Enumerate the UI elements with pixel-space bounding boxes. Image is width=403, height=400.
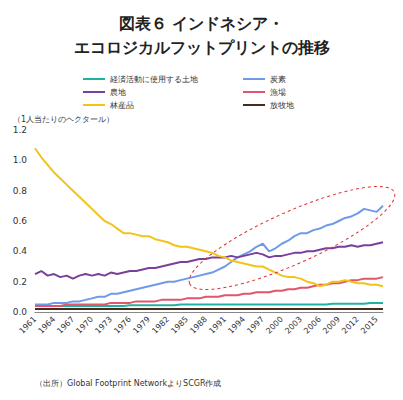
svg-text:2003: 2003 (283, 315, 304, 336)
svg-text:炭素: 炭素 (270, 75, 286, 84)
svg-text:漁場: 漁場 (270, 88, 286, 97)
svg-text:2006: 2006 (302, 315, 323, 336)
svg-text:1997: 1997 (245, 315, 266, 336)
svg-text:1988: 1988 (188, 315, 209, 336)
svg-text:0.8: 0.8 (13, 186, 28, 196)
svg-text:1985: 1985 (169, 315, 190, 336)
svg-text:1994: 1994 (226, 315, 247, 336)
svg-text:図表６ インドネシア・: 図表６ インドネシア・ (119, 14, 285, 33)
svg-text:1982: 1982 (150, 315, 171, 336)
svg-text:1973: 1973 (93, 315, 114, 336)
svg-text:1.0: 1.0 (13, 155, 28, 165)
svg-text:放牧地: 放牧地 (270, 101, 294, 110)
svg-text:（1人当たりのヘクタール）: （1人当たりのヘクタール） (13, 115, 114, 124)
svg-text:1967: 1967 (55, 315, 76, 336)
svg-text:2000: 2000 (264, 315, 285, 336)
svg-text:エコロジカルフットプリントの推移: エコロジカルフットプリントの推移 (74, 38, 330, 57)
svg-text:2012: 2012 (340, 315, 361, 336)
svg-text:0.6: 0.6 (13, 216, 28, 226)
svg-text:1964: 1964 (36, 315, 57, 336)
svg-text:1991: 1991 (207, 315, 228, 336)
svg-text:（出所）Global Footprint Networkより: （出所）Global Footprint NetworkよりSCGR作成 (35, 379, 221, 388)
svg-text:0.0: 0.0 (13, 307, 28, 317)
svg-text:0.2: 0.2 (13, 277, 27, 287)
svg-text:経済活動に使用する土地: 経済活動に使用する土地 (109, 75, 198, 84)
svg-text:1.2: 1.2 (13, 125, 27, 135)
svg-text:1979: 1979 (131, 315, 152, 336)
svg-text:林産品: 林産品 (109, 101, 134, 110)
svg-text:2015: 2015 (359, 315, 380, 336)
svg-text:農地: 農地 (110, 88, 126, 97)
svg-text:1970: 1970 (74, 315, 95, 336)
svg-text:1976: 1976 (112, 315, 133, 336)
svg-text:0.4: 0.4 (13, 246, 28, 256)
svg-text:2009: 2009 (321, 315, 342, 336)
svg-text:1961: 1961 (17, 315, 38, 336)
